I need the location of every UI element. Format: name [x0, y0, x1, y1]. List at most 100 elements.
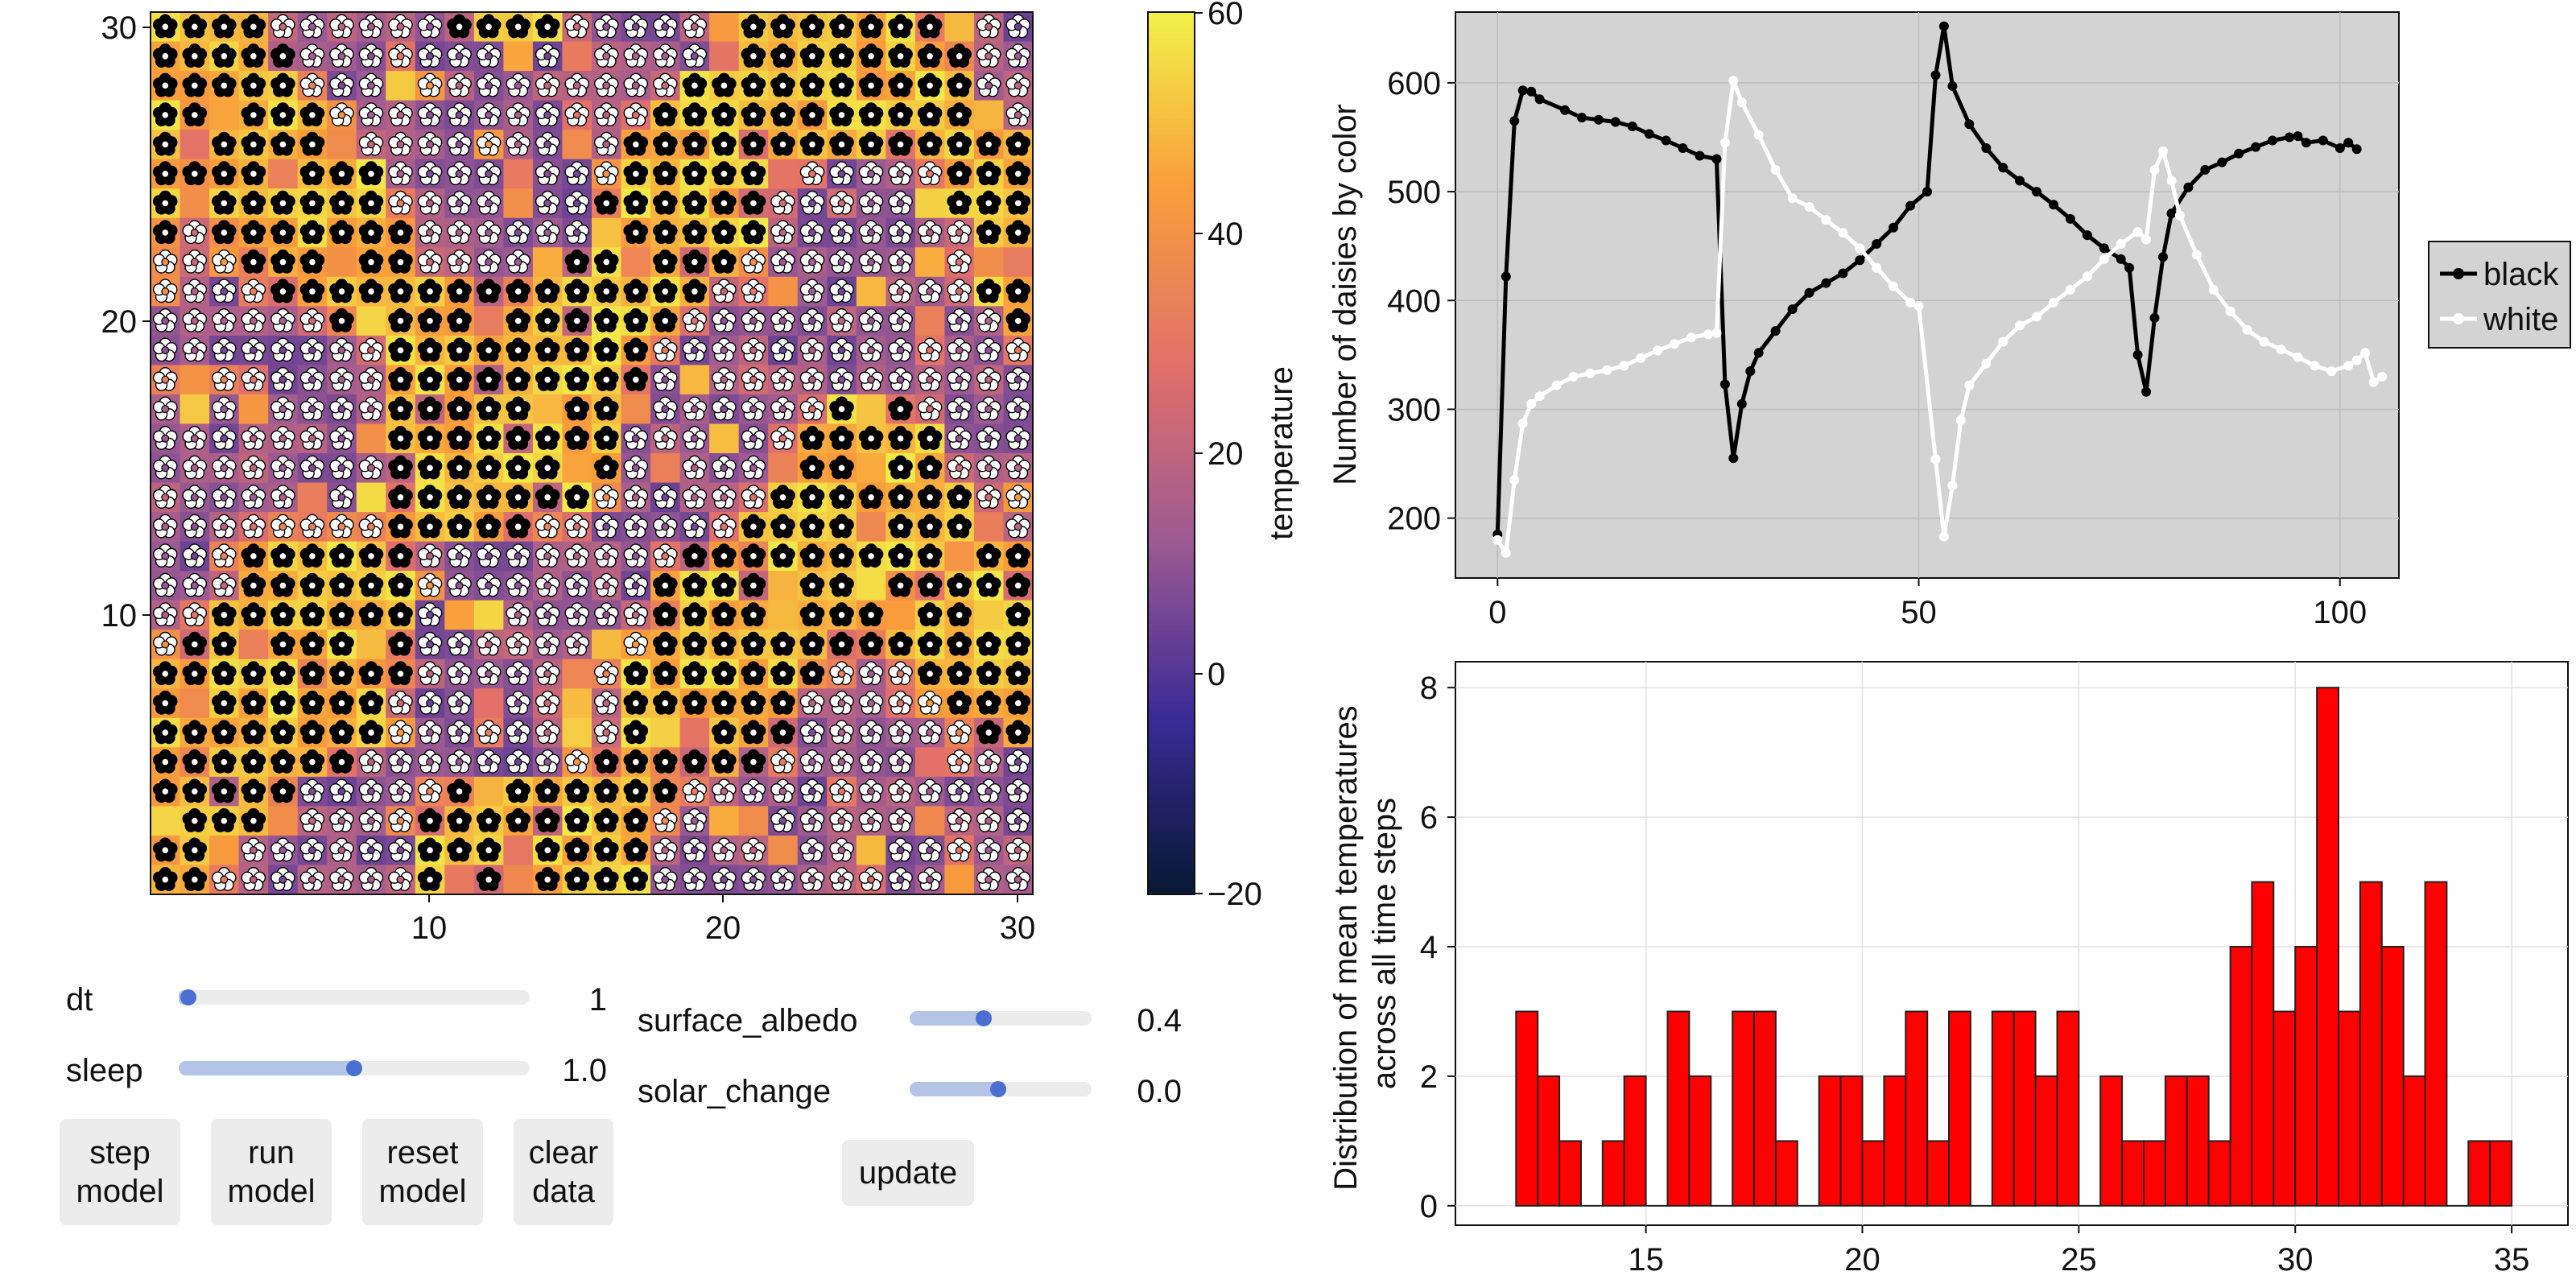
histogram-y-tick: 2 [1420, 1059, 1438, 1095]
update-button[interactable]: update [842, 1140, 974, 1206]
surface-albedo-slider[interactable] [910, 1010, 1092, 1026]
solar-change-slider[interactable] [910, 1081, 1092, 1097]
data-point-black [1728, 453, 1739, 464]
histogram-bar [1926, 1140, 1950, 1207]
data-point-white [1534, 391, 1545, 402]
white-daisy-icon [564, 14, 590, 39]
histogram-x-tick: 25 [2061, 1242, 2097, 1278]
heatmap-cell [709, 806, 740, 836]
data-point-black [1753, 348, 1764, 358]
data-point-white [1872, 262, 1882, 273]
heatmap-cell [973, 600, 1005, 630]
data-point-black [2351, 144, 2362, 155]
heatmap-cell [473, 688, 504, 719]
heatmap-cell [532, 247, 564, 278]
data-point-white [1981, 358, 1992, 369]
histogram-x-tick: 35 [2494, 1242, 2530, 1278]
sleep-slider-handle[interactable] [346, 1060, 362, 1076]
surface-albedo-slider-handle[interactable] [976, 1010, 992, 1026]
dt-slider-handle[interactable] [180, 989, 196, 1005]
data-point-black [2158, 252, 2168, 262]
histogram-bar [2467, 1140, 2491, 1207]
data-point-black [2124, 262, 2135, 273]
heatmap-cell [180, 130, 210, 160]
data-point-black [2049, 200, 2058, 210]
data-point-black [1534, 94, 1545, 105]
data-point-white [1787, 193, 1798, 204]
sleep-slider[interactable] [179, 1060, 530, 1076]
heatmap-cell [709, 423, 740, 454]
data-point-black [2132, 349, 2143, 360]
colorbar-tick: −20 [1208, 877, 1262, 912]
histogram-y-label-line-1: Distribution of mean temperatures [1328, 705, 1364, 1191]
heatmap-cell [856, 835, 886, 866]
heatmap-cell [856, 571, 886, 601]
data-point-white [2208, 284, 2219, 295]
histogram-bar [1515, 1010, 1539, 1207]
heatmap-cell [1003, 247, 1034, 278]
histogram-bar [2402, 1075, 2426, 1207]
data-point-black [1787, 304, 1798, 315]
heatmap-cell [650, 717, 681, 748]
solar-change-slider-handle[interactable] [990, 1081, 1006, 1097]
data-point-black [2116, 254, 2126, 264]
data-point-black [1644, 129, 1654, 139]
heatmap-x-tick: 10 [411, 910, 448, 946]
heatmap-cell [473, 306, 504, 336]
line-chart-y-label: Number of daisies by color [1327, 104, 1363, 485]
histogram-y-tick: 4 [1420, 930, 1438, 965]
black-daisy-icon [212, 14, 237, 39]
data-point-white [1703, 329, 1713, 340]
line-chart-y-axis: 200 300 400 500 600 [1387, 66, 1455, 537]
colorbar-gradient [1147, 11, 1195, 895]
step-model-button[interactable]: step model [60, 1119, 180, 1225]
daisyworld-heatmap: 10 20 30 10 20 30 [101, 10, 1036, 946]
histogram-bar [2034, 1075, 2058, 1207]
sleep-label: sleep [66, 1053, 143, 1088]
run-model-button[interactable]: run model [211, 1119, 332, 1225]
heatmap-cell [562, 130, 592, 160]
data-point-white [1821, 215, 1831, 225]
heatmap-cell [503, 865, 534, 895]
heatmap-cell [768, 571, 799, 601]
data-point-black [1719, 379, 1730, 390]
heatmap-cell [944, 865, 975, 895]
data-point-black [1661, 135, 1671, 146]
heatmap-cell [650, 453, 681, 484]
reset-model-button[interactable]: reset model [362, 1119, 483, 1225]
data-point-black [1678, 143, 1688, 153]
histogram-bar [1688, 1075, 1712, 1207]
data-point-black [2217, 157, 2227, 167]
data-point-white [1568, 371, 1579, 382]
line-chart-y-tick: 500 [1387, 175, 1441, 210]
heatmap-cell [679, 365, 710, 395]
clear-data-button[interactable]: clear data [514, 1119, 613, 1225]
line-chart-plot-area [1455, 11, 2400, 579]
histogram-bar [2207, 1140, 2231, 1207]
heatmap-cell [973, 100, 1005, 130]
heatmap-cell [356, 306, 386, 336]
line-chart-y-tick: 400 [1387, 283, 1441, 319]
histogram-bar [1601, 1140, 1625, 1207]
histogram-bar [1666, 1010, 1690, 1207]
histogram-bar [2489, 1140, 2513, 1207]
dt-slider[interactable] [179, 989, 530, 1005]
heatmap-cell [621, 394, 651, 425]
data-point-white [1930, 454, 1941, 464]
histogram-bar [1818, 1075, 1842, 1207]
white-daisy-icon [417, 14, 443, 39]
heatmap-cell [738, 806, 769, 836]
data-point-black [1838, 268, 1848, 279]
heatmap-cell [386, 71, 416, 101]
data-point-black [1736, 398, 1747, 409]
data-point-black [1509, 116, 1520, 126]
histogram-bar [2164, 1075, 2188, 1207]
data-point-black [2099, 243, 2109, 254]
data-point-white [1517, 419, 1528, 428]
data-point-black [2183, 182, 2194, 192]
heatmap-x-axis: 10 20 30 [411, 894, 1035, 946]
data-point-black [1593, 114, 1604, 125]
heatmap-y-tick: 20 [101, 304, 138, 340]
data-point-black [2334, 143, 2345, 153]
heatmap-cell [856, 453, 886, 484]
